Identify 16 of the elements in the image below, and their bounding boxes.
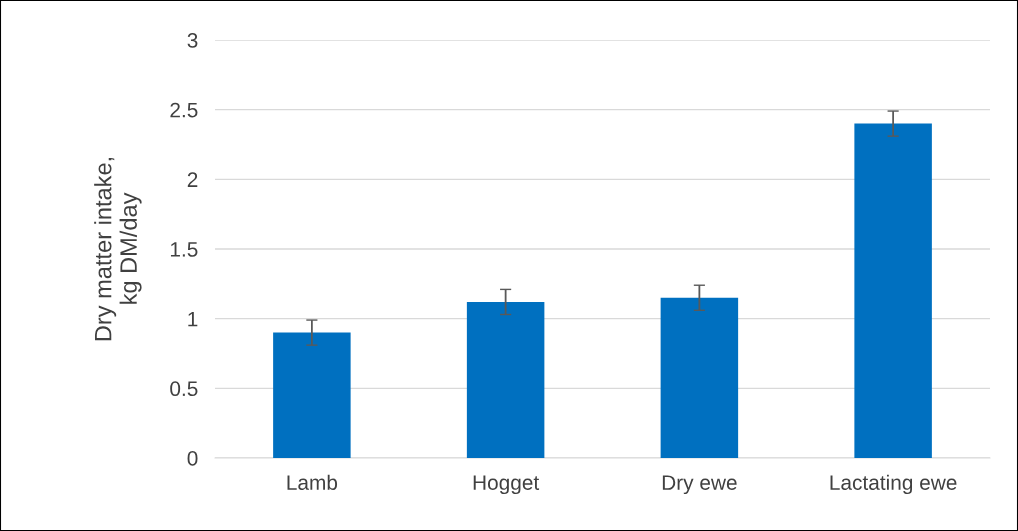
bar xyxy=(660,297,739,458)
y-axis-title: Dry matter intake, kg DM/day xyxy=(94,157,142,341)
y-tick-label: 1.5 xyxy=(170,242,198,257)
bar xyxy=(466,301,545,458)
x-tick-label: Lactating ewe xyxy=(830,474,957,495)
bar xyxy=(273,332,351,458)
y-tick-label: 1 xyxy=(188,311,198,327)
y-tick-label: 3 xyxy=(187,33,198,48)
bar xyxy=(854,123,932,458)
x-tick-label: Hogget xyxy=(473,475,540,495)
x-tick-label: Dry ewe xyxy=(662,475,737,495)
y-tick-label: 2.5 xyxy=(170,102,198,118)
y-tick-label: 0 xyxy=(187,451,198,466)
x-tick-label: Lamb xyxy=(287,474,338,490)
y-tick-label: 2 xyxy=(187,172,198,187)
y-tick-label: 0.5 xyxy=(170,381,198,397)
